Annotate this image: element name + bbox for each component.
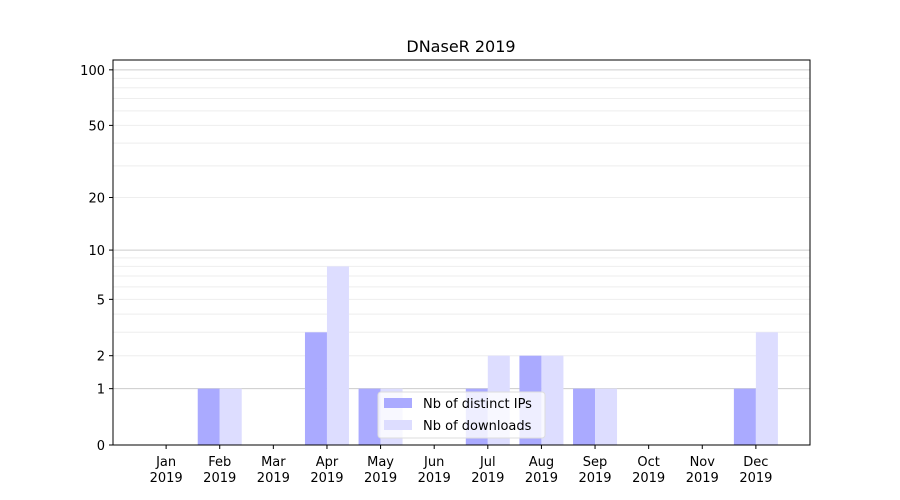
y-tick-label: 0: [97, 439, 105, 454]
bar-downloads-feb: [219, 388, 242, 445]
x-tick-year: 2019: [578, 471, 611, 486]
x-tick-label: Oct: [637, 455, 659, 470]
plot-frame: [112, 59, 811, 446]
y-tick-label: 5: [97, 293, 105, 308]
x-tick-year: 2019: [525, 471, 558, 486]
x-tick-label: Jan: [155, 455, 176, 470]
x-tick-year: 2019: [150, 471, 183, 486]
x-tick-label: Nov: [690, 455, 716, 470]
x-tick-label: Aug: [529, 455, 554, 470]
x-tick-label: Sep: [583, 455, 608, 470]
x-tick-year: 2019: [686, 471, 719, 486]
legend-label: Nb of downloads: [423, 419, 532, 434]
x-tick-label: Feb: [208, 455, 231, 470]
x-tick-label: Apr: [316, 455, 339, 470]
bar-ips-feb: [197, 388, 220, 445]
legend-label: Nb of distinct IPs: [423, 397, 532, 412]
x-tick-year: 2019: [418, 471, 451, 486]
y-tick-label: 20: [88, 192, 105, 207]
x-tick-label: Jun: [423, 455, 444, 470]
x-tick-label: May: [367, 455, 394, 470]
bar-ips-sep: [573, 388, 596, 445]
x-tick-year: 2019: [310, 471, 343, 486]
bar-downloads-aug: [541, 355, 564, 445]
bar-ips-dec: [733, 388, 756, 445]
y-tick-label: 50: [88, 119, 105, 134]
y-tick-label: 100: [80, 64, 105, 79]
x-tick-label: Mar: [261, 455, 286, 470]
x-tick-year: 2019: [364, 471, 397, 486]
bar-downloads-dec: [755, 332, 778, 445]
legend-box: [377, 391, 546, 439]
x-tick-year: 2019: [632, 471, 665, 486]
x-tick-year: 2019: [203, 471, 236, 486]
bar-downloads-apr: [326, 266, 349, 445]
y-tick-label: 10: [88, 244, 105, 259]
legend-swatch: [384, 420, 412, 430]
legend-swatch: [384, 398, 412, 408]
chart-title: DNaseR 2019: [406, 37, 515, 56]
bar-downloads-sep: [595, 388, 618, 445]
bar-ips-apr: [304, 332, 327, 445]
x-tick-label: Dec: [743, 455, 768, 470]
x-tick-year: 2019: [257, 471, 290, 486]
bar-ips-may: [358, 388, 381, 445]
y-tick-label: 2: [97, 350, 105, 365]
x-tick-label: Jul: [479, 455, 496, 470]
x-tick-year: 2019: [739, 471, 772, 486]
y-tick-label: 1: [97, 383, 105, 398]
x-tick-year: 2019: [471, 471, 504, 486]
